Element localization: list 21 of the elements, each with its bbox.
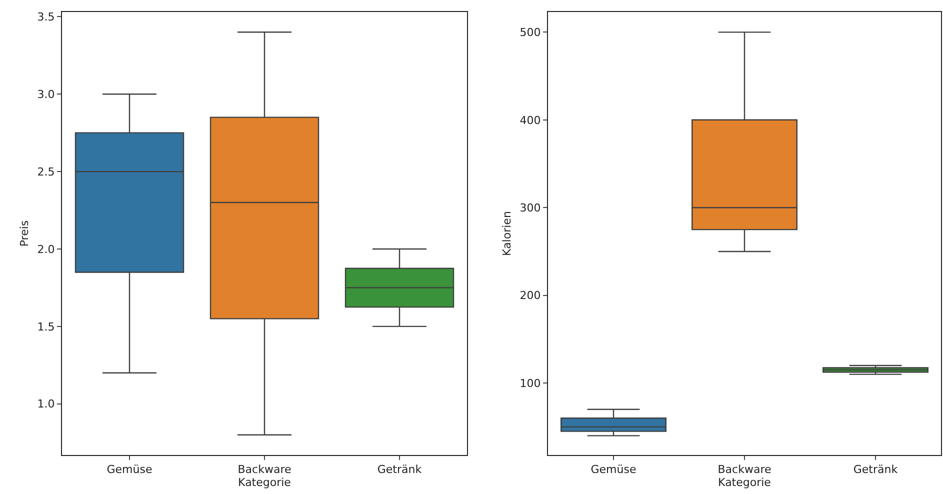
x-tick-label: Getränk: [853, 463, 898, 476]
y-tick-label: 200: [520, 289, 541, 302]
x-tick-label: Backware: [238, 463, 292, 476]
x-tick-label: Gemüse: [106, 463, 152, 476]
y-tick-label: 1.0: [37, 398, 55, 411]
y-tick-label: 2.5: [37, 165, 55, 178]
y-tick-label: 3.5: [37, 10, 55, 24]
y-tick-label: 300: [520, 201, 541, 214]
y-axis-title: Kalorien: [500, 211, 514, 256]
x-tick-label: Getränk: [377, 463, 422, 476]
y-tick-label: 100: [520, 376, 541, 390]
y-tick-label: 1.5: [37, 320, 55, 334]
y-tick-label: 2.0: [37, 242, 55, 256]
x-axis-title: Kategorie: [238, 476, 292, 490]
y-tick-label: 400: [520, 114, 541, 127]
y-tick-label: 3.0: [37, 88, 55, 101]
x-tick-label: Backware: [718, 463, 772, 476]
x-tick-label: Gemüse: [590, 463, 636, 476]
y-axis-title: Preis: [18, 220, 31, 247]
y-tick-label: 500: [520, 26, 541, 40]
x-axis-title: Kategorie: [718, 476, 772, 490]
